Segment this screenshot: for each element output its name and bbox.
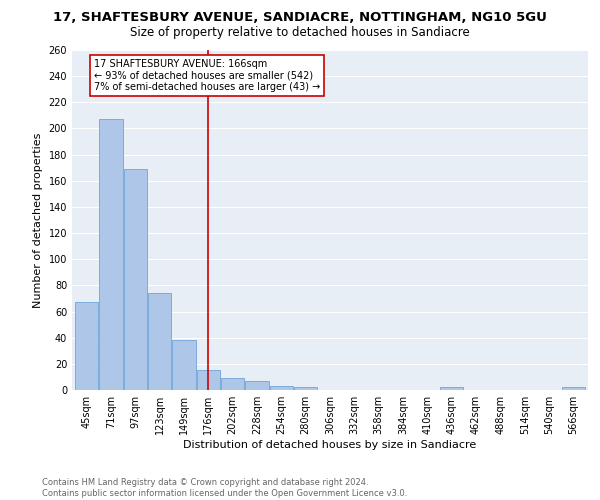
Text: 17 SHAFTESBURY AVENUE: 166sqm
← 93% of detached houses are smaller (542)
7% of s: 17 SHAFTESBURY AVENUE: 166sqm ← 93% of d… — [94, 59, 320, 92]
Bar — [440, 388, 463, 390]
Bar — [562, 388, 585, 390]
Text: 17, SHAFTESBURY AVENUE, SANDIACRE, NOTTINGHAM, NG10 5GU: 17, SHAFTESBURY AVENUE, SANDIACRE, NOTTI… — [53, 11, 547, 24]
Bar — [124, 169, 147, 390]
Bar — [100, 120, 122, 390]
Y-axis label: Number of detached properties: Number of detached properties — [33, 132, 43, 308]
Bar — [172, 340, 196, 390]
Bar — [294, 388, 317, 390]
Bar — [270, 386, 293, 390]
Bar — [245, 381, 269, 390]
Bar — [221, 378, 244, 390]
Bar — [197, 370, 220, 390]
X-axis label: Distribution of detached houses by size in Sandiacre: Distribution of detached houses by size … — [184, 440, 476, 450]
Text: Size of property relative to detached houses in Sandiacre: Size of property relative to detached ho… — [130, 26, 470, 39]
Bar — [75, 302, 98, 390]
Text: Contains HM Land Registry data © Crown copyright and database right 2024.
Contai: Contains HM Land Registry data © Crown c… — [42, 478, 407, 498]
Bar — [148, 293, 171, 390]
